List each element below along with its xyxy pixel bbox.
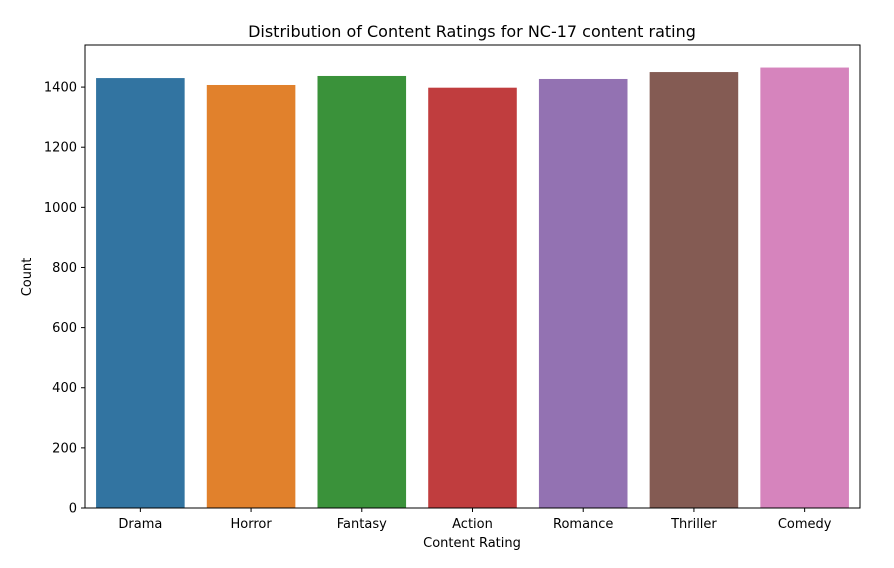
x-tick-label: Comedy bbox=[778, 517, 832, 532]
y-tick-label: 200 bbox=[52, 441, 77, 456]
y-tick-label: 400 bbox=[52, 381, 77, 396]
chart-title: Distribution of Content Ratings for NC-1… bbox=[248, 22, 696, 41]
x-tick-label: Fantasy bbox=[337, 517, 387, 532]
y-tick-label: 600 bbox=[52, 321, 77, 336]
x-tick-label: Action bbox=[452, 517, 493, 532]
bar-fantasy bbox=[317, 75, 407, 508]
bar-horror bbox=[206, 84, 296, 509]
y-tick-label: 1200 bbox=[44, 141, 77, 156]
bar-action bbox=[428, 87, 517, 509]
y-tick-label: 800 bbox=[52, 261, 77, 276]
x-tick-label: Romance bbox=[553, 517, 613, 532]
x-tick-label: Thriller bbox=[670, 517, 717, 532]
y-tick-label: 1000 bbox=[44, 201, 77, 216]
x-axis: Drama Horror Fantasy Action Romance Thriller C… bbox=[118, 508, 832, 532]
y-axis: 0 200 400 600 800 1000 1200 1400 bbox=[44, 81, 85, 517]
y-tick-label: 1400 bbox=[44, 81, 77, 96]
bar-comedy bbox=[760, 67, 849, 508]
bar-drama bbox=[96, 78, 185, 509]
y-axis-label: Count bbox=[20, 258, 35, 297]
bar-romance bbox=[538, 78, 628, 508]
x-axis-label: Content Rating bbox=[423, 536, 521, 551]
bar-thriller bbox=[649, 72, 739, 508]
x-tick-label: Horror bbox=[230, 517, 272, 532]
plot-frame bbox=[84, 44, 861, 509]
x-tick-label: Drama bbox=[118, 517, 162, 532]
bars-group bbox=[96, 67, 849, 509]
y-tick-label: 0 bbox=[69, 502, 77, 517]
